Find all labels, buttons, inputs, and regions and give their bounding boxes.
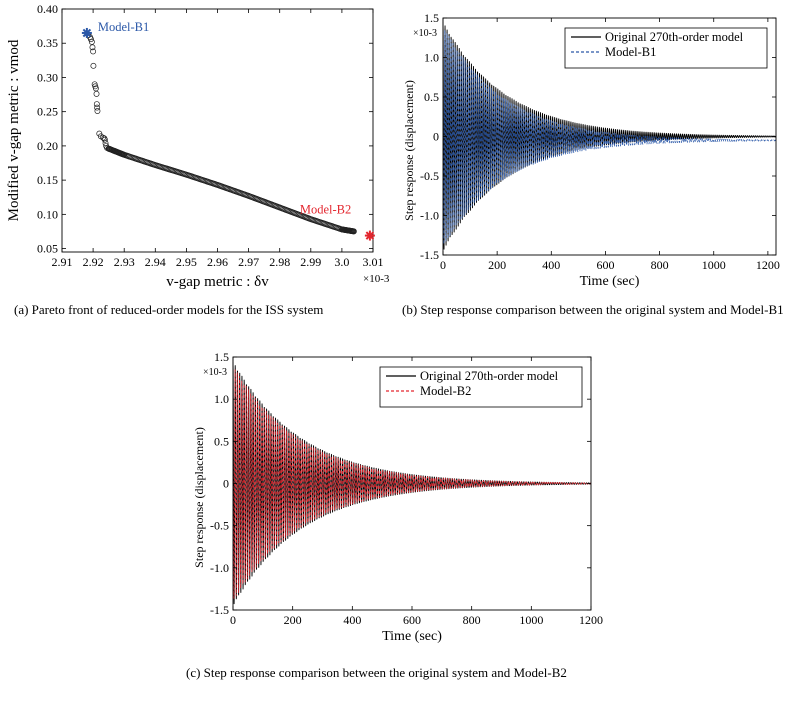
c-ytick-label: 0 bbox=[223, 477, 229, 491]
a-point bbox=[90, 62, 97, 69]
b-ytick-label: 1.5 bbox=[424, 11, 439, 25]
a-ytick-label: 0.25 bbox=[37, 105, 58, 119]
a-point bbox=[101, 136, 108, 143]
caption-c: (c) Step response comparison between the… bbox=[186, 665, 567, 680]
b-ytick-label: -1.5 bbox=[420, 248, 439, 262]
c-series-model-b2 bbox=[232, 369, 592, 599]
c-xlabel: Time (sec) bbox=[382, 629, 442, 644]
a-ytick-label: 0.35 bbox=[37, 36, 58, 50]
c-ytick-label: -1.0 bbox=[210, 561, 229, 575]
a-xtick-label: 2.97 bbox=[238, 255, 259, 269]
a-star-ray bbox=[82, 28, 92, 38]
c-xtick-label: 1200 bbox=[579, 613, 603, 627]
a-point bbox=[94, 108, 101, 114]
b-xtick-label: 600 bbox=[596, 258, 614, 272]
a-point bbox=[350, 228, 357, 235]
b-ytick-label: -1.0 bbox=[420, 209, 439, 223]
b-legend-label: Original 270th-order model bbox=[605, 30, 744, 44]
b-xtick-label: 1200 bbox=[756, 258, 780, 272]
c-xtick-label: 0 bbox=[230, 613, 236, 627]
b-legend-label: Model-B1 bbox=[605, 45, 656, 59]
a-label-model-b1: Model-B1 bbox=[98, 20, 149, 34]
c-legend-box bbox=[379, 366, 583, 408]
a-xtick-label: 2.93 bbox=[114, 255, 135, 269]
a-point bbox=[93, 90, 100, 97]
a-star-model-b2 bbox=[364, 230, 375, 241]
c-ytick-label: -0.5 bbox=[210, 519, 229, 533]
b-series-original bbox=[442, 21, 777, 250]
a-point bbox=[87, 36, 94, 43]
b-xtick-label: 800 bbox=[651, 258, 669, 272]
b-ytick-label: 1.0 bbox=[424, 51, 439, 65]
b-series-model-b1 bbox=[442, 29, 777, 245]
a-label-model-b2: Model-B2 bbox=[300, 203, 351, 217]
a-point bbox=[90, 48, 97, 55]
b-ytick-label: 0.5 bbox=[424, 90, 439, 104]
b-ylabel: Step response (displacement) bbox=[402, 80, 416, 221]
a-ytick-label: 0.05 bbox=[37, 242, 58, 256]
a-xtick-label: 2.98 bbox=[269, 255, 290, 269]
a-xtick-label: 2.95 bbox=[176, 255, 197, 269]
a-xtick-label: 2.91 bbox=[52, 255, 73, 269]
a-xtick-label: 2.94 bbox=[145, 255, 166, 269]
a-ytick-label: 0.10 bbox=[37, 207, 58, 221]
a-star-ray bbox=[365, 231, 375, 240]
caption-a: (a) Pareto front of reduced-order models… bbox=[14, 302, 324, 317]
a-xlabel: v-gap metric : δv bbox=[166, 274, 269, 290]
chart-c: 0 200 400 600 800 1000 1200 -1.5 -1.0 -0.5 0 0.5 1.0… bbox=[192, 350, 603, 644]
c-ytick-label: 0.5 bbox=[214, 434, 229, 448]
c-xtick-label: 400 bbox=[343, 613, 361, 627]
c-xtick-label: 800 bbox=[463, 613, 481, 627]
a-point bbox=[100, 134, 107, 141]
a-ytick-label: 0.15 bbox=[37, 173, 58, 187]
b-xtick-label: 0 bbox=[440, 258, 446, 272]
a-star-model-b1 bbox=[81, 27, 92, 38]
c-ylabel: Step response (displacement) bbox=[192, 427, 206, 568]
b-xtick-label: 200 bbox=[488, 258, 506, 272]
c-y-exponent: ×10-3 bbox=[203, 367, 227, 378]
c-xtick-label: 200 bbox=[284, 613, 302, 627]
b-y-exponent: ×10-3 bbox=[413, 28, 437, 39]
chart-a: 2.91 2.92 2.93 2.94 2.95 2.96 2.97 2.98 2.99 3.0 3… bbox=[6, 2, 390, 290]
caption-b: (b) Step response comparison between the… bbox=[402, 302, 784, 317]
a-point bbox=[89, 44, 96, 51]
c-ytick-label: 1.5 bbox=[214, 350, 229, 364]
a-xtick-label: 2.92 bbox=[83, 255, 104, 269]
a-xtick-label: 3.0 bbox=[334, 255, 349, 269]
a-x-exponent: ×10-3 bbox=[363, 273, 390, 285]
b-xtick-label: 1000 bbox=[702, 258, 726, 272]
a-xtick-label: 3.01 bbox=[363, 255, 384, 269]
c-xtick-label: 1000 bbox=[519, 613, 543, 627]
a-ytick-label: 0.30 bbox=[37, 70, 58, 84]
c-legend-label: Original 270th-order model bbox=[420, 369, 559, 383]
c-xtick-label: 600 bbox=[403, 613, 421, 627]
a-point bbox=[94, 104, 101, 111]
b-xtick-label: 400 bbox=[542, 258, 560, 272]
a-scatter-points bbox=[85, 32, 357, 235]
a-ylabel: Modified v-gap metric : vmod bbox=[6, 39, 22, 221]
b-xlabel: Time (sec) bbox=[580, 274, 640, 289]
a-ytick-label: 0.40 bbox=[37, 2, 58, 16]
b-ytick-label: -0.5 bbox=[420, 169, 439, 183]
a-xtick-label: 2.96 bbox=[207, 255, 228, 269]
a-point bbox=[93, 101, 100, 108]
c-ytick-label: 1.0 bbox=[214, 392, 229, 406]
a-xtick-label: 2.99 bbox=[300, 255, 321, 269]
b-ytick-label: 0 bbox=[433, 130, 439, 144]
b-legend-box bbox=[564, 27, 768, 69]
c-ytick-label: -1.5 bbox=[210, 603, 229, 617]
c-legend-label: Model-B2 bbox=[420, 384, 471, 398]
a-ytick-label: 0.20 bbox=[37, 139, 58, 153]
chart-b: 0 200 400 600 800 1000 1200 -1.5 -1.0 -0.5 0 0.5 1.0… bbox=[402, 11, 780, 289]
